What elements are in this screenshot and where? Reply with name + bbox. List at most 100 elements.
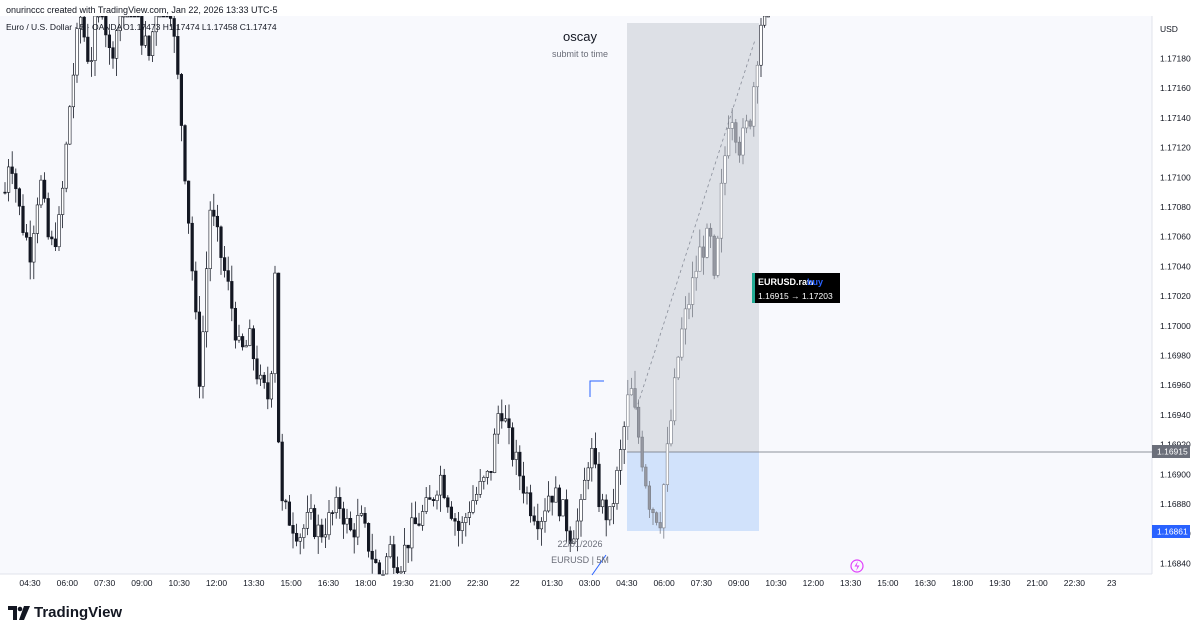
time-tick-label: 12:00 <box>206 578 228 588</box>
tradingview-logo[interactable]: TradingView <box>8 604 122 621</box>
candle-body <box>582 479 587 500</box>
candle-body <box>154 16 158 33</box>
candle-body <box>251 328 256 360</box>
candle-body <box>676 356 680 379</box>
time-tick-label: 13:30 <box>840 578 862 588</box>
candle-body <box>359 512 364 516</box>
candle-body <box>356 515 360 538</box>
candle-body <box>190 222 194 272</box>
drawing-trendline[interactable] <box>591 554 607 576</box>
currency-label[interactable]: USD <box>1160 24 1178 34</box>
stop-zone[interactable] <box>627 452 759 531</box>
candle-body <box>176 36 180 75</box>
candle-body <box>294 532 299 542</box>
candle-body <box>273 272 277 375</box>
candle-body <box>64 143 68 189</box>
candle-body <box>514 451 518 460</box>
candle-body <box>449 506 454 519</box>
candle-body <box>201 331 205 387</box>
candle-body <box>284 500 288 503</box>
candle-body <box>744 120 749 129</box>
current-price-value: 1.16915 <box>1157 447 1188 457</box>
candle-body <box>759 24 763 66</box>
time-tick-label: 04:30 <box>616 578 638 588</box>
candles-group <box>3 16 770 576</box>
time-tick-label: 03:00 <box>579 578 601 588</box>
candle-body <box>608 506 612 521</box>
candle-body <box>471 500 475 513</box>
price-tick-label: 1.17180 <box>1160 54 1191 64</box>
time-tick-label: 18:00 <box>355 578 377 588</box>
trade-label-accent <box>752 273 755 303</box>
trade-label[interactable]: EURUSD.raw buy 1.16915 → 1.17203 <box>752 273 840 303</box>
candle-body <box>622 426 626 450</box>
candle-body <box>626 394 630 427</box>
candle-body <box>374 558 378 564</box>
candle-body <box>366 523 371 552</box>
candle-body <box>734 122 738 143</box>
candle-body <box>377 562 382 575</box>
candle-body <box>46 198 50 238</box>
candle-body <box>680 328 684 358</box>
footer-bar: TradingView <box>0 598 1200 632</box>
time-tick-label: 21:00 <box>1026 578 1048 588</box>
candle-body <box>528 492 533 517</box>
price-tick-label: 1.17000 <box>1160 321 1191 331</box>
drawing-bracket[interactable] <box>589 380 604 397</box>
candle-body <box>219 226 223 258</box>
candle-body <box>748 120 752 127</box>
annotation-title[interactable]: oscay <box>563 29 597 44</box>
time-tick-label: 16:30 <box>915 578 937 588</box>
candle-body <box>399 571 403 574</box>
price-tick-label: 1.17060 <box>1160 232 1191 242</box>
candle-body <box>330 512 335 514</box>
candle-body <box>658 522 662 529</box>
candle-body <box>262 374 266 383</box>
candle-body <box>147 35 151 56</box>
candle-body <box>21 205 25 233</box>
target-zone[interactable] <box>627 23 759 452</box>
candle-body <box>133 16 137 18</box>
candle-body <box>97 16 101 18</box>
candle-body <box>298 537 302 542</box>
candle-body <box>431 499 436 502</box>
candle-body <box>187 180 191 224</box>
candle-body <box>233 307 238 341</box>
candle-body <box>647 485 651 510</box>
annotation-subtitle[interactable]: submit to time <box>552 49 608 59</box>
low-price-value: 1.16861 <box>1157 527 1188 537</box>
candle-body <box>111 47 115 59</box>
candle-body <box>165 16 169 18</box>
time-tick-label: 15:00 <box>877 578 899 588</box>
candle-body <box>726 128 731 157</box>
candle-body <box>539 521 543 530</box>
time-tick-label: 19:30 <box>989 578 1011 588</box>
candle-body <box>406 544 410 549</box>
time-tick-label: 09:00 <box>131 578 153 588</box>
time-tick-label: 07:30 <box>94 578 116 588</box>
candle-body <box>151 31 155 56</box>
candle-body <box>341 508 346 525</box>
candle-body <box>489 470 493 473</box>
candle-body <box>701 246 705 258</box>
candle-body <box>420 511 425 526</box>
candle-body <box>687 304 691 310</box>
lightning-icon[interactable] <box>850 559 864 573</box>
price-chart[interactable]: oscay submit to time 22/01/2026 EURUSD |… <box>0 16 1200 598</box>
candle-body <box>719 182 723 239</box>
candle-body <box>712 235 716 276</box>
candle-body <box>205 268 209 333</box>
candle-body <box>669 420 673 445</box>
candle-body <box>568 530 572 544</box>
candle-body <box>467 512 472 518</box>
candle-body <box>507 418 511 428</box>
chart-legend-symbol[interactable]: Euro / U.S. Dollar · 5 · OANDA <box>6 22 123 32</box>
low-price-badge-bg <box>1152 525 1190 538</box>
candle-body <box>586 467 590 481</box>
candle-body <box>287 501 292 526</box>
price-tick-label: 1.16940 <box>1160 410 1191 420</box>
candle-body <box>417 523 421 526</box>
candle-body <box>435 494 439 502</box>
candle-body <box>82 16 86 38</box>
price-tick-label: 1.17100 <box>1160 172 1191 182</box>
